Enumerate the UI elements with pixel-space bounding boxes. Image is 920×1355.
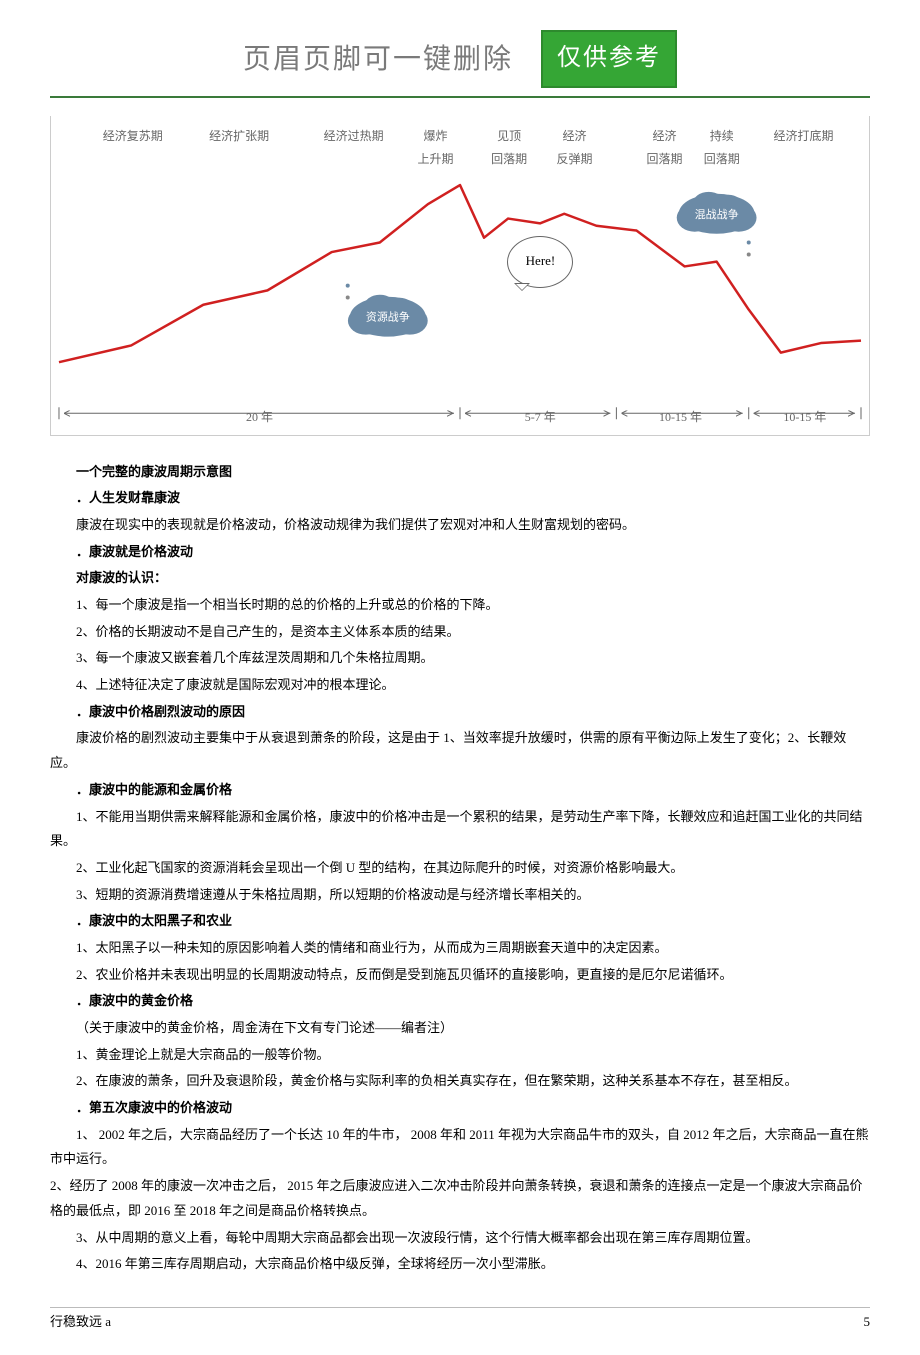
list-item: 2、价格的长期波动不是自己产生的，是资本主义体系本质的结果。 xyxy=(50,620,870,645)
list-item: 4、2016 年第三库存周期启动，大宗商品价格中级反弹，全球将经历一次小型滞胀。 xyxy=(50,1252,870,1277)
section-heading: ．康波中的太阳黑子和农业 xyxy=(50,909,870,934)
header-badge: 仅供参考 xyxy=(541,30,677,88)
chart-caption: 一个完整的康波周期示意图 xyxy=(50,460,870,485)
chart-phase-label: 持续回落期 xyxy=(704,125,740,171)
section-heading: ．第五次康波中的价格波动 xyxy=(50,1096,870,1121)
chart-phase-label: 见顶回落期 xyxy=(491,125,527,171)
page-footer: 行稳致远 a 5 xyxy=(50,1307,870,1335)
chart-phase-label: 经济过热期 xyxy=(324,125,384,148)
section-heading: ．康波中价格剧烈波动的原因 xyxy=(50,700,870,725)
chart-svg: 资源战争 混战战争 xyxy=(51,116,869,435)
page-header: 页眉页脚可一键删除 仅供参考 xyxy=(50,30,870,98)
list-item: 3、从中周期的意义上看，每轮中周期大宗商品都会出现一次波段行情，这个行情大概率都… xyxy=(50,1226,870,1251)
paragraph: 康波价格的剧烈波动主要集中于从衰退到萧条的阶段，这是由于 1、当效率提升放缓时，… xyxy=(50,726,870,775)
chart-x-label: 10-15 年 xyxy=(659,406,702,429)
sub-heading: 对康波的认识： xyxy=(50,566,870,591)
chart-phase-label: 经济复苏期 xyxy=(103,125,163,148)
chart-phase-label: 爆炸上升期 xyxy=(417,125,453,171)
chart-phase-label: 经济打底期 xyxy=(774,125,834,148)
paragraph: 康波在现实中的表现就是价格波动，价格波动规律为我们提供了宏观对冲和人生财富规划的… xyxy=(50,513,870,538)
chart-phase-label: 经济回落期 xyxy=(646,125,682,171)
list-item: 1、每一个康波是指一个相当长时期的总的价格的上升或总的价格的下降。 xyxy=(50,593,870,618)
chart-phase-label: 经济反弹期 xyxy=(557,125,593,171)
chart-phase-label: 经济扩张期 xyxy=(209,125,269,148)
svg-text:资源战争: 资源战争 xyxy=(366,309,410,323)
list-item: 3、短期的资源消费增速遵从于朱格拉周期，所以短期的价格波动是与经济增长率相关的。 xyxy=(50,883,870,908)
header-title: 页眉页脚可一键删除 xyxy=(243,32,513,85)
svg-text:混战战争: 混战战争 xyxy=(695,206,739,220)
section-heading: ．人生发财靠康波 xyxy=(50,486,870,511)
paragraph: （关于康波中的黄金价格，周金涛在下文有专门论述——编者注） xyxy=(50,1016,870,1041)
chart-x-label: 10-15 年 xyxy=(783,406,826,429)
here-callout: Here! xyxy=(507,236,573,288)
list-item: 2、经历了 2008 年的康波一次冲击之后， 2015 年之后康波应进入二次冲击… xyxy=(50,1174,870,1223)
section-heading: ．康波中的能源和金属价格 xyxy=(50,778,870,803)
list-item: 2、在康波的萧条，回升及衰退阶段，黄金价格与实际利率的负相关真实存在，但在繁荣期… xyxy=(50,1069,870,1094)
section-heading: ．康波中的黄金价格 xyxy=(50,989,870,1014)
page-number: 5 xyxy=(864,1310,871,1335)
document-body: 一个完整的康波周期示意图 ．人生发财靠康波 康波在现实中的表现就是价格波动，价格… xyxy=(50,460,870,1277)
chart-x-label: 5-7 年 xyxy=(525,406,556,429)
footer-left-text: 行稳致远 a xyxy=(50,1310,111,1335)
list-item: 4、上述特征决定了康波就是国际宏观对冲的根本理论。 xyxy=(50,673,870,698)
list-item: 1、太阳黑子以一种未知的原因影响着人类的情绪和商业行为，从而成为三周期嵌套天道中… xyxy=(50,936,870,961)
kondratiev-cycle-chart: 资源战争 混战战争 Here! 经济复苏期 经济扩张期 经济过热期 爆炸上升期 见顶回落期… xyxy=(50,116,870,436)
section-heading: ．康波就是价格波动 xyxy=(50,540,870,565)
list-item: 1、 2002 年之后，大宗商品经历了一个长达 10 年的牛市， 2008 年和… xyxy=(50,1123,870,1172)
list-item: 3、每一个康波又嵌套着几个库兹涅茨周期和几个朱格拉周期。 xyxy=(50,646,870,671)
bubble-text: Here! xyxy=(526,249,556,274)
list-item: 2、农业价格并未表现出明显的长周期波动特点，反而倒是受到施瓦贝循环的直接影响，更… xyxy=(50,963,870,988)
list-item: 1、黄金理论上就是大宗商品的一般等价物。 xyxy=(50,1043,870,1068)
chart-x-label: 20 年 xyxy=(246,406,273,429)
list-item: 1、不能用当期供需来解释能源和金属价格，康波中的价格冲击是一个累积的结果，是劳动… xyxy=(50,805,870,854)
list-item: 2、工业化起飞国家的资源消耗会呈现出一个倒 U 型的结构，在其边际爬升的时候，对… xyxy=(50,856,870,881)
